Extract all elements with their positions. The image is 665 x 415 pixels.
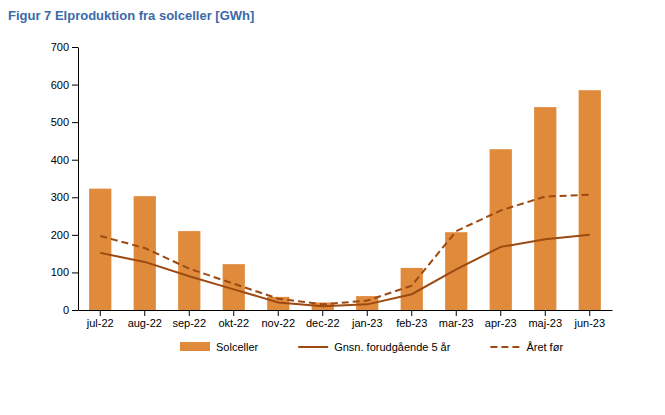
- legend: Solceller Gnsn. forudgående 5 år Året før: [180, 341, 563, 353]
- tick-mark: [456, 310, 457, 316]
- tick-label: apr-23: [485, 317, 517, 329]
- tick: jan-23: [351, 310, 383, 329]
- tick: apr-23: [485, 310, 517, 329]
- legend-item: Gnsn. forudgående 5 år: [298, 341, 451, 353]
- line: [100, 195, 590, 305]
- tick-label: 600: [51, 79, 69, 91]
- plot: 0 100 200 300 400 500 600 700 jul-22 aug-22 sep-22…: [51, 41, 613, 329]
- tick-mark: [100, 310, 101, 316]
- tick-label: 700: [51, 41, 69, 53]
- legend-label: Gnsn. forudgående 5 år: [334, 341, 451, 353]
- axis-line: [79, 310, 613, 311]
- tick-mark: [72, 310, 78, 311]
- legend-item: Solceller: [180, 341, 259, 353]
- tick-label: 400: [51, 154, 69, 166]
- tick-mark: [72, 272, 78, 273]
- tick: 500: [51, 116, 78, 128]
- tick-label: jun-23: [573, 317, 605, 329]
- bar: [445, 232, 467, 310]
- tick-label: 0: [63, 304, 69, 316]
- legend-item: Året før: [490, 341, 563, 353]
- tick-label: okt-22: [218, 317, 249, 329]
- tick: okt-22: [218, 310, 249, 329]
- tick-mark: [72, 197, 78, 198]
- tick: 300: [51, 191, 78, 203]
- axis-line: [78, 48, 79, 311]
- bar: [579, 90, 601, 310]
- bar-series: [89, 90, 601, 310]
- tick-mark: [233, 310, 234, 316]
- tick-label: 100: [51, 266, 69, 278]
- x-axis: jul-22 aug-22 sep-22 okt-22 nov-22 dec-22 jan-…: [79, 310, 613, 329]
- tick: dec-22: [306, 310, 340, 329]
- tick: 0: [63, 304, 78, 316]
- tick: sep-22: [172, 310, 206, 329]
- bar: [89, 189, 111, 310]
- marks: [89, 90, 601, 310]
- legend-label: Året før: [526, 341, 563, 353]
- tick: aug-22: [128, 310, 162, 329]
- legend-swatch: [490, 346, 520, 348]
- tick-label: jul-22: [86, 317, 114, 329]
- tick-mark: [72, 85, 78, 86]
- tick-mark: [278, 310, 279, 316]
- tick: jul-22: [86, 310, 114, 329]
- bar: [134, 196, 156, 310]
- legend-swatch: [298, 346, 328, 348]
- tick-label: dec-22: [306, 317, 340, 329]
- tick-label: nov-22: [261, 317, 295, 329]
- tick: mar-23: [439, 310, 474, 329]
- legend-label: Solceller: [216, 341, 259, 353]
- bar: [490, 149, 512, 310]
- tick-label: mar-23: [439, 317, 474, 329]
- tick: maj-23: [528, 310, 562, 329]
- tick: jun-23: [573, 310, 605, 329]
- tick-mark: [72, 235, 78, 236]
- tick-label: sep-22: [172, 317, 206, 329]
- tick-mark: [589, 310, 590, 316]
- tick: 600: [51, 79, 78, 91]
- line: [100, 235, 590, 306]
- tick: 400: [51, 154, 78, 166]
- tick: feb-23: [396, 310, 427, 329]
- tick-mark: [367, 310, 368, 316]
- tick-label: jan-23: [351, 317, 383, 329]
- tick-label: 500: [51, 116, 69, 128]
- tick-label: 300: [51, 191, 69, 203]
- tick-label: feb-23: [396, 317, 427, 329]
- tick-mark: [72, 122, 78, 123]
- tick: 100: [51, 266, 78, 278]
- tick-label: 200: [51, 229, 69, 241]
- tick: nov-22: [261, 310, 295, 329]
- chart: Figur 7 Elproduktion fra solceller [GWh]…: [0, 0, 665, 415]
- y-axis: 0 100 200 300 400 500 600 700: [51, 41, 79, 316]
- title: Figur 7 Elproduktion fra solceller [GWh]: [8, 8, 254, 23]
- tick-mark: [500, 310, 501, 316]
- tick-mark: [411, 310, 412, 316]
- tick: 700: [51, 41, 78, 53]
- legend-swatch: [180, 342, 210, 351]
- tick-mark: [72, 160, 78, 161]
- tick-mark: [322, 310, 323, 316]
- tick-mark: [144, 310, 145, 316]
- bar: [534, 107, 556, 310]
- tick-mark: [72, 47, 78, 48]
- tick-label: aug-22: [128, 317, 162, 329]
- tick-mark: [545, 310, 546, 316]
- tick-mark: [189, 310, 190, 316]
- tick-label: maj-23: [528, 317, 562, 329]
- tick: 200: [51, 229, 78, 241]
